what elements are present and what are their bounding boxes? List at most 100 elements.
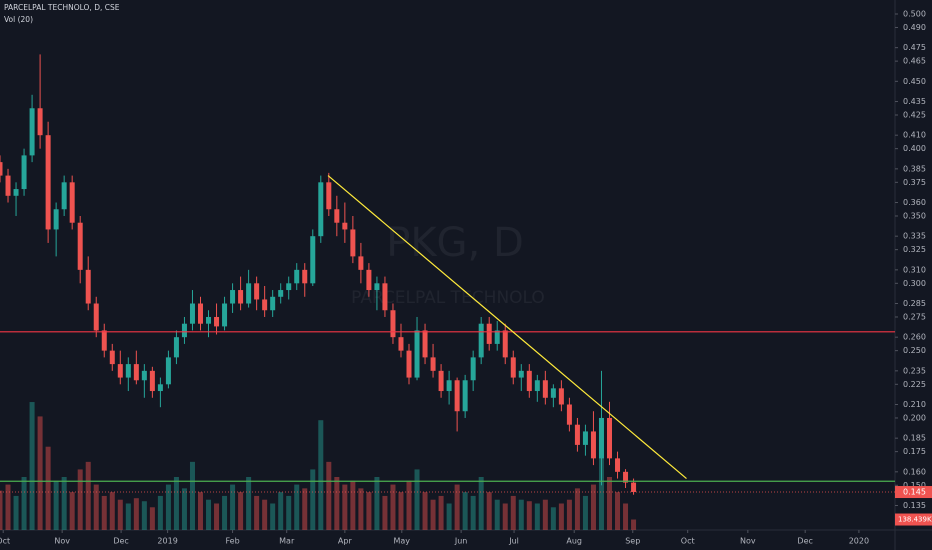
y-tick-label: 0.260 [903, 333, 926, 342]
volume-bar [310, 469, 316, 530]
volume-bar [149, 507, 155, 530]
candle-body [278, 290, 284, 297]
x-tick-label: Sep [625, 537, 640, 546]
candle-body [366, 269, 372, 291]
volume-label: 138.439K [898, 516, 932, 524]
y-tick-label: 0.175 [903, 447, 926, 456]
trend-line [327, 175, 687, 480]
volume-bar [374, 477, 380, 530]
volume-bar [390, 484, 396, 530]
candle-body [382, 283, 388, 311]
y-tick-label: 0.310 [903, 265, 926, 274]
candle-body [398, 337, 404, 351]
candle-body [101, 330, 107, 351]
candle-body [117, 364, 123, 378]
volume-bar [406, 480, 412, 530]
candle-body [181, 323, 187, 338]
candle-body [318, 182, 324, 237]
candle-body [526, 370, 532, 392]
volume-bar [438, 495, 444, 530]
x-tick-label: Jun [454, 537, 468, 546]
volume-bar [550, 507, 556, 530]
candle-body [85, 269, 91, 304]
candle-body [334, 209, 340, 223]
volume-bar [566, 499, 572, 530]
last-price-label: 0.145 [903, 488, 926, 497]
candle-body [109, 350, 115, 365]
volume-bar [173, 477, 179, 530]
volume-bar [542, 499, 548, 530]
x-tick-label: Nov [740, 537, 756, 546]
candle-body [238, 290, 244, 304]
candle-body [502, 330, 508, 358]
volume-bar [334, 477, 340, 530]
candle-body [430, 357, 436, 371]
candle-body [262, 299, 268, 311]
volume-bar [582, 495, 588, 530]
y-tick-label: 0.435 [903, 97, 926, 106]
candle-body [294, 269, 300, 284]
volume-bar [206, 499, 212, 530]
volume-bar [238, 492, 244, 530]
x-tick-label: Aug [566, 537, 582, 546]
candle-body [165, 357, 171, 385]
x-tick-label: Oct [0, 537, 10, 546]
y-tick-label: 0.135 [903, 501, 926, 510]
chart-title: PARCELPAL TECHNOLO, D, CSE [4, 3, 120, 12]
volume-bar [53, 480, 59, 530]
candle-body [342, 222, 348, 230]
y-tick-label: 0.225 [903, 380, 926, 389]
volume-bar [494, 499, 500, 530]
candle-body [623, 471, 629, 483]
watermark-subtitle: PARCELPAL TECHNOLO [351, 288, 545, 308]
candle-body [462, 380, 468, 412]
candle-body [606, 417, 612, 459]
x-tick-label: 2019 [157, 537, 177, 546]
candle-body [590, 431, 596, 459]
candle-body [510, 357, 516, 378]
volume-bar [382, 495, 388, 530]
candle-body [29, 108, 35, 156]
candle-body [133, 364, 139, 381]
volume-bar [189, 461, 195, 530]
volume-bar [318, 420, 324, 530]
y-tick-label: 0.335 [903, 232, 926, 241]
volume-bar [125, 503, 131, 530]
candle-body [558, 388, 564, 405]
candle-body [189, 303, 195, 324]
candle-body [157, 384, 163, 392]
volume-bar [101, 495, 107, 530]
y-tick-label: 0.490 [903, 23, 926, 32]
x-tick-label: Mar [279, 537, 295, 546]
candle-body [446, 380, 452, 392]
candle-body [214, 316, 220, 327]
candle-body [422, 330, 428, 358]
candle-body [598, 417, 604, 459]
volume-bar [181, 488, 187, 530]
candle-body [406, 350, 412, 378]
candle-body [302, 269, 308, 284]
volume-bar [61, 477, 67, 530]
volume-bar [294, 484, 300, 530]
x-tick-label: May [394, 537, 411, 546]
x-tick-label: 2020 [849, 537, 869, 546]
volume-bar [214, 503, 220, 530]
candle-body [615, 458, 621, 472]
volume-bar [85, 461, 91, 530]
volume-bar [141, 501, 147, 530]
y-tick-label: 0.300 [903, 279, 926, 288]
y-tick-label: 0.250 [903, 346, 926, 355]
y-tick-label: 0.465 [903, 57, 926, 66]
candle-body [270, 296, 276, 311]
volume-bar [631, 519, 637, 530]
volume-bar [526, 501, 532, 530]
candle-body [494, 330, 500, 344]
y-tick-label: 0.475 [903, 43, 926, 52]
x-tick-label: Dec [113, 537, 128, 546]
last-price-box [895, 486, 932, 499]
candle-body [53, 209, 59, 230]
volume-bar [29, 402, 35, 530]
y-tick-label: 0.185 [903, 434, 926, 443]
